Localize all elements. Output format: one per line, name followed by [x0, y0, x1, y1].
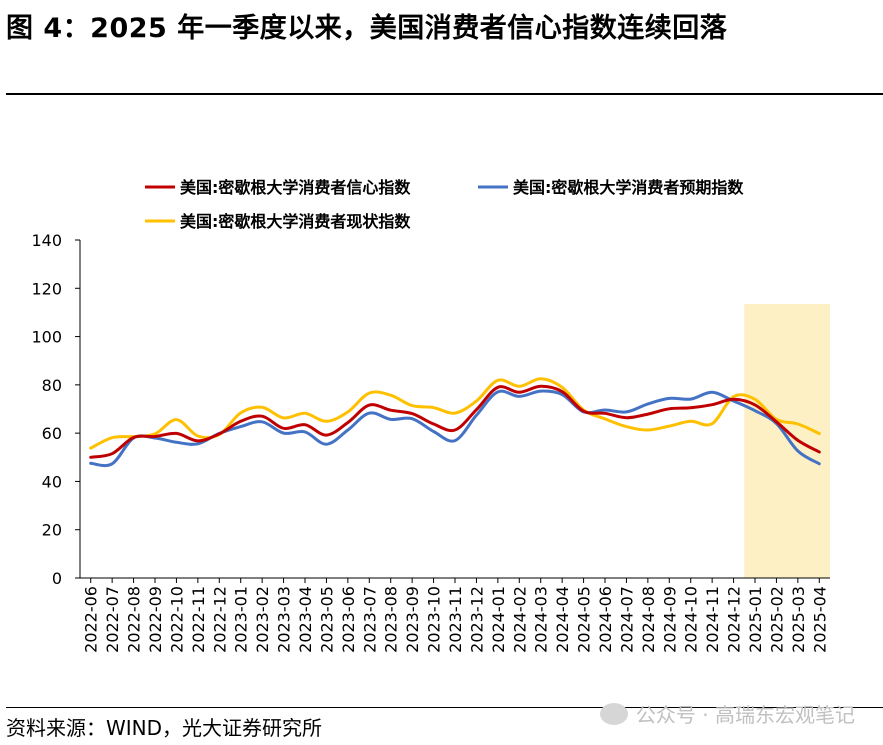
- x-tick-label: 2023-02: [253, 586, 272, 653]
- x-tick-label: 2024-07: [617, 586, 636, 653]
- x-tick-label: 2024-05: [575, 586, 594, 653]
- x-tick-label: 2024-06: [596, 586, 615, 653]
- x-tick-label: 2025-03: [789, 586, 808, 653]
- x-tick-label: 2024-10: [682, 586, 701, 653]
- series-line-1: [89, 389, 821, 468]
- x-tick-label: 2024-02: [510, 586, 529, 653]
- x-tick-label: 2024-04: [553, 586, 572, 653]
- legend-label-1: 美国:密歇根大学消费者预期指数: [513, 178, 744, 197]
- x-tick-label: 2024-12: [725, 586, 744, 653]
- wechat-logo-icon: [599, 702, 628, 725]
- series-line-0: [89, 384, 821, 459]
- x-tick-label: 2023-06: [339, 586, 358, 653]
- x-tick-label: 2023-10: [425, 586, 444, 653]
- y-tick-label: 120: [31, 279, 62, 298]
- x-tick-label: 2022-06: [82, 586, 101, 653]
- y-tick-label: 0: [52, 569, 62, 588]
- x-tick-label: 2022-08: [125, 586, 144, 653]
- x-tick-label: 2022-09: [146, 586, 165, 653]
- x-tick-label: 2024-01: [489, 586, 508, 653]
- x-tick-label: 2024-08: [639, 586, 658, 653]
- y-tick-label: 20: [42, 521, 62, 540]
- series-line-2: [89, 377, 821, 450]
- x-tick-label: 2023-05: [317, 586, 336, 653]
- x-tick-label: 2023-08: [382, 586, 401, 653]
- title-divider: [6, 93, 883, 95]
- footer-divider: [6, 707, 883, 708]
- legend-label-2: 美国:密歇根大学消费者现状指数: [180, 212, 411, 231]
- x-tick-label: 2023-01: [232, 586, 251, 653]
- highlight-band: [744, 303, 830, 578]
- x-tick-label: 2022-10: [167, 586, 186, 653]
- x-tick-label: 2024-03: [532, 586, 551, 653]
- page-title: 图 4：2025 年一季度以来，美国消费者信心指数连续回落: [6, 13, 728, 44]
- x-tick-label: 2023-03: [275, 586, 294, 653]
- x-tick-label: 2025-01: [746, 586, 765, 653]
- y-tick-label: 40: [42, 472, 62, 491]
- legend-label-0: 美国:密歇根大学消费者信心指数: [180, 178, 411, 197]
- y-tick-label: 140: [31, 231, 62, 250]
- x-tick-label: 2025-04: [810, 586, 829, 653]
- x-tick-label: 2024-09: [660, 586, 679, 653]
- y-tick-label: 60: [42, 424, 62, 443]
- x-tick-label: 2023-11: [446, 586, 465, 653]
- x-tick-label: 2023-09: [403, 586, 422, 653]
- y-tick-label: 100: [31, 328, 62, 347]
- watermark: 公众号 · 高瑞东宏观笔记: [599, 699, 855, 728]
- x-tick-label: 2022-11: [189, 586, 208, 653]
- x-tick-label: 2023-07: [360, 586, 379, 653]
- source-note: 资料来源：WIND，光大证券研究所: [6, 716, 323, 740]
- x-tick-label: 2022-12: [210, 586, 229, 653]
- x-tick-label: 2025-02: [767, 586, 786, 653]
- x-tick-label: 2023-12: [467, 586, 486, 653]
- watermark-text: 公众号 · 高瑞东宏观笔记: [635, 703, 855, 727]
- x-tick-label: 2022-07: [103, 586, 122, 653]
- y-tick-label: 80: [42, 376, 62, 395]
- x-tick-label: 2023-04: [296, 586, 315, 653]
- x-tick-label: 2024-11: [703, 586, 722, 653]
